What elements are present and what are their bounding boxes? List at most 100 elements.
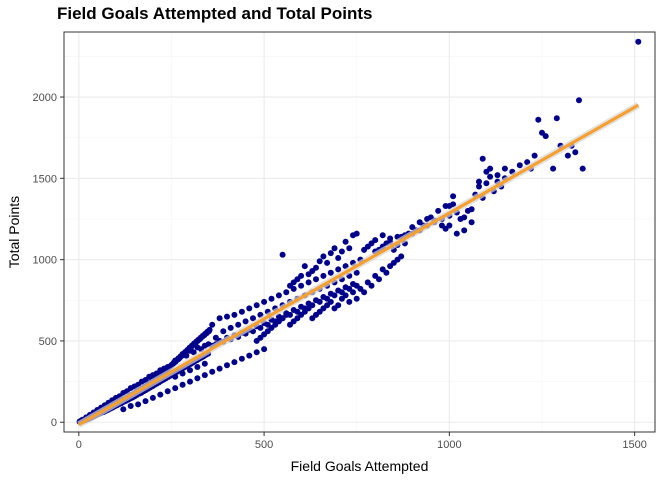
data-point: [238, 355, 245, 362]
data-point: [476, 178, 482, 185]
data-point: [327, 269, 334, 276]
y-tick-label: 1500: [33, 173, 57, 185]
data-point: [353, 269, 360, 276]
data-point: [209, 321, 216, 328]
x-axis-title: Field Goals Attempted: [291, 458, 429, 474]
data-point: [342, 292, 349, 299]
data-point: [468, 206, 475, 213]
data-point: [494, 172, 501, 179]
data-point: [353, 295, 360, 302]
data-point: [446, 222, 453, 229]
data-point: [372, 237, 379, 244]
data-point: [531, 152, 538, 159]
data-point: [550, 165, 557, 172]
data-point: [542, 133, 549, 140]
data-point: [149, 394, 156, 401]
y-tick-label: 2000: [33, 92, 57, 104]
data-point: [576, 97, 582, 104]
data-point: [201, 360, 208, 367]
data-point: [142, 398, 149, 405]
data-point: [187, 378, 193, 385]
data-point: [476, 183, 482, 190]
data-point: [320, 272, 327, 279]
data-point: [635, 38, 642, 45]
data-point: [261, 346, 268, 353]
data-point: [376, 276, 382, 283]
data-point: [350, 289, 356, 296]
data-point: [253, 302, 260, 309]
data-point: [250, 315, 256, 322]
data-point: [209, 368, 216, 375]
data-point: [287, 282, 293, 289]
data-point: [135, 401, 142, 408]
data-point: [120, 406, 127, 413]
data-point: [224, 362, 230, 369]
data-point: [335, 266, 342, 273]
data-point: [216, 315, 223, 322]
y-tick-label: 500: [39, 336, 57, 348]
data-point: [283, 289, 290, 296]
data-point: [220, 328, 227, 335]
data-point: [379, 232, 386, 239]
x-tick-label: 1500: [622, 439, 646, 451]
data-point: [206, 326, 213, 333]
data-point: [205, 341, 212, 348]
data-point: [450, 193, 457, 200]
data-point: [331, 245, 338, 252]
data-point: [479, 155, 486, 162]
trend-line-group: [77, 102, 641, 428]
data-point: [483, 168, 490, 175]
data-point: [324, 259, 331, 266]
data-point: [335, 255, 342, 261]
x-tick-label: 1000: [437, 439, 461, 451]
data-point: [327, 250, 334, 257]
data-point: [246, 352, 253, 359]
data-point: [468, 219, 475, 226]
data-point: [553, 115, 560, 122]
x-tick-label: 500: [255, 439, 273, 451]
data-point: [461, 214, 468, 221]
data-point: [346, 245, 353, 252]
data-point: [275, 292, 282, 299]
data-point: [246, 305, 253, 312]
data-point: [179, 370, 186, 377]
data-point: [487, 173, 494, 180]
data-point: [483, 180, 490, 187]
data-point: [398, 253, 405, 260]
data-point: [453, 230, 460, 237]
data-point: [572, 149, 579, 156]
data-point: [346, 298, 353, 305]
data-point: [231, 311, 238, 318]
data-point: [279, 251, 286, 258]
data-point: [327, 298, 334, 305]
data-point: [298, 282, 305, 289]
x-axis-ticks: 0 500 1000 1500: [76, 432, 647, 451]
data-point: [446, 203, 453, 209]
data-point: [361, 289, 368, 296]
trend-line: [78, 103, 640, 427]
data-point: [524, 159, 531, 166]
y-axis-ticks: 0 500 1000 1500 2000: [33, 92, 64, 429]
data-point: [242, 318, 249, 325]
data-point: [201, 372, 208, 379]
data-point: [172, 385, 179, 392]
data-point: [164, 388, 171, 395]
data-point: [383, 269, 390, 276]
y-tick-label: 0: [51, 417, 57, 429]
data-point: [331, 292, 338, 299]
data-point: [127, 403, 134, 409]
chart-title: Field Goals Attempted and Total Points: [57, 4, 373, 23]
data-point: [212, 334, 219, 341]
data-point: [305, 271, 312, 278]
data-point: [227, 324, 234, 331]
data-point: [175, 355, 182, 362]
data-point: [342, 238, 349, 245]
data-point: [335, 302, 342, 309]
data-point: [301, 263, 308, 270]
data-point: [320, 253, 327, 260]
data-point: [238, 308, 245, 315]
data-point: [368, 282, 375, 289]
data-point: [564, 152, 571, 159]
data-point: [316, 258, 323, 265]
